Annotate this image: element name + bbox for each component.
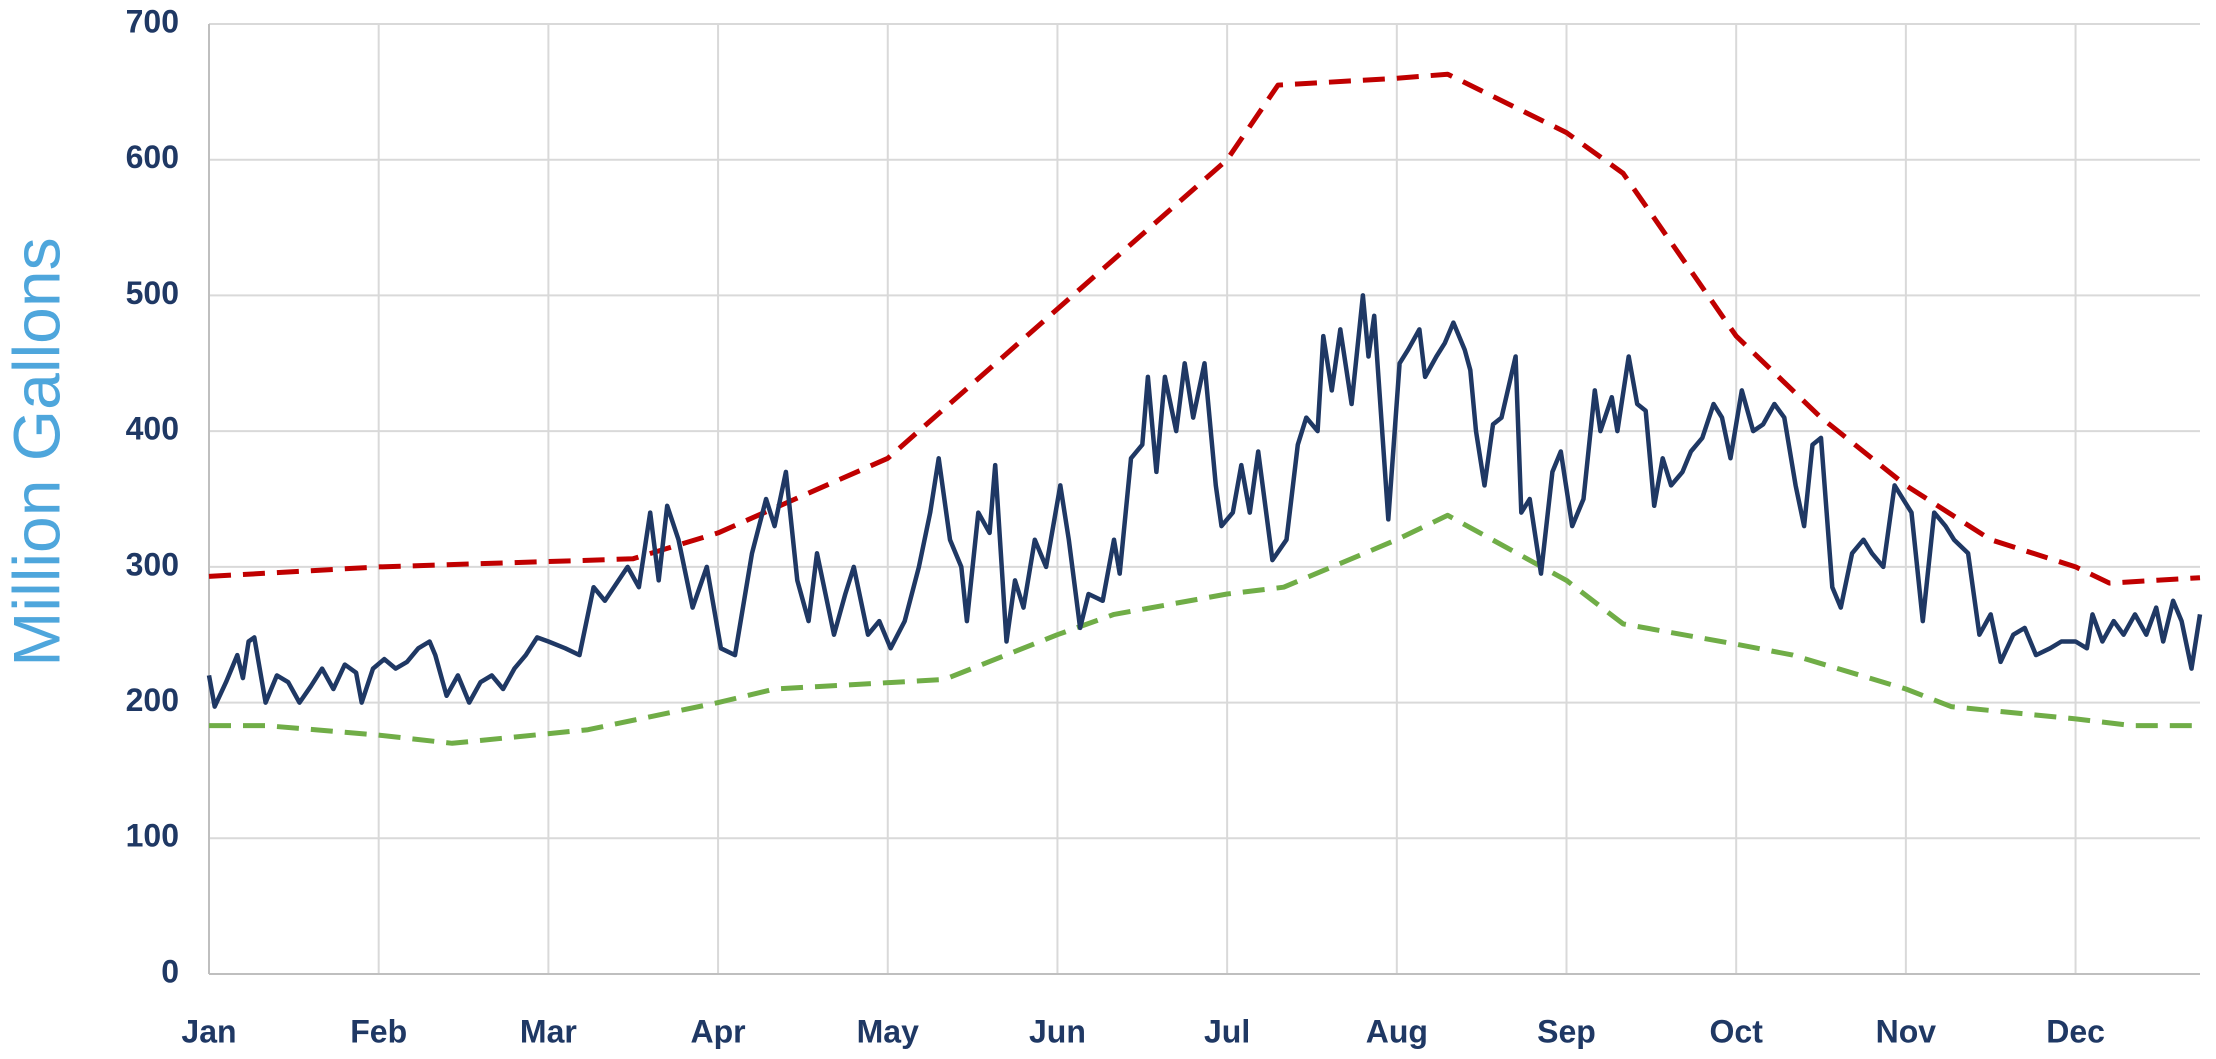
x-tick-label: Sep [1537, 1013, 1596, 1049]
x-tick-label: Oct [1710, 1013, 1764, 1049]
x-tick-label: Jul [1204, 1013, 1250, 1049]
x-tick-label: Mar [520, 1013, 577, 1049]
x-tick-label: Jan [181, 1013, 236, 1049]
y-tick-label: 400 [126, 411, 179, 447]
y-tick-label: 0 [161, 953, 179, 989]
y-tick-label: 600 [126, 139, 179, 175]
x-tick-label: May [857, 1013, 919, 1049]
series-line [209, 512, 2200, 746]
series-line [208, 71, 2201, 586]
x-tick-label: Apr [691, 1013, 746, 1049]
x-tick-label: Jun [1029, 1013, 1086, 1049]
y-tick-label: 700 [126, 3, 179, 39]
y-tick-label: 100 [126, 818, 179, 854]
x-tick-label: Aug [1366, 1013, 1428, 1049]
y-tick-label: 200 [126, 682, 179, 718]
y-axis-label: Million Gallons [0, 237, 73, 666]
x-tick-label: Feb [350, 1013, 407, 1049]
y-tick-label: 500 [126, 275, 179, 311]
x-tick-label: Nov [1876, 1013, 1937, 1049]
series-line [206, 293, 2203, 709]
x-tick-label: Dec [2046, 1013, 2105, 1049]
y-tick-label: 300 [126, 546, 179, 582]
